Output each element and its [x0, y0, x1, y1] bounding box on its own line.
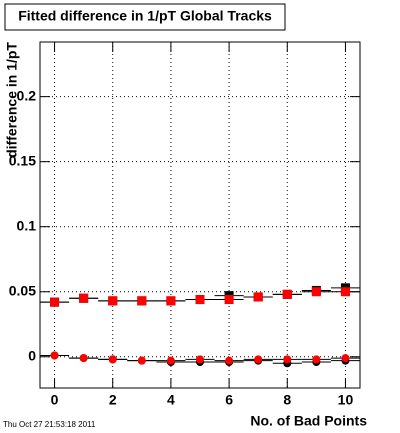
marker: [253, 292, 263, 302]
marker: [340, 287, 350, 297]
x-tick-label: 8: [283, 392, 291, 408]
x-tick-label: 10: [338, 392, 354, 408]
marker: [312, 355, 321, 364]
marker: [225, 356, 234, 365]
plot-frame: [39, 41, 361, 389]
y-tick-label: 0.2: [17, 87, 37, 103]
x-tick-label: 4: [167, 392, 175, 408]
y-tick-label: 0.15: [9, 152, 36, 168]
x-axis-label: No. of Bad Points: [250, 413, 367, 429]
marker: [311, 287, 321, 297]
y-axis-label: difference in 1/pT: [4, 42, 20, 158]
y-tick-label: 0.05: [9, 282, 36, 298]
timestamp: Thu Oct 27 21:53:18 2011: [3, 420, 96, 429]
marker: [166, 356, 175, 365]
marker: [254, 355, 263, 364]
title-box: [4, 3, 286, 31]
marker: [79, 293, 89, 303]
y-tick-label: 0.1: [17, 217, 37, 233]
marker: [341, 354, 350, 363]
marker: [283, 355, 292, 364]
marker: [108, 296, 118, 306]
marker: [79, 354, 88, 363]
x-tick-label: 2: [109, 392, 117, 408]
marker: [50, 351, 59, 360]
marker: [224, 295, 234, 305]
marker: [50, 297, 60, 307]
marker: [195, 295, 205, 305]
marker: [166, 296, 176, 306]
chart-title: Fitted difference in 1/pT Global Tracks: [18, 8, 272, 24]
marker: [137, 296, 147, 306]
marker: [137, 356, 146, 365]
x-tick-label: 0: [51, 392, 59, 408]
marker: [108, 355, 117, 364]
x-tick-label: 6: [225, 392, 233, 408]
marker: [282, 289, 292, 299]
marker: [196, 355, 204, 364]
y-tick-label: 0: [28, 347, 36, 363]
